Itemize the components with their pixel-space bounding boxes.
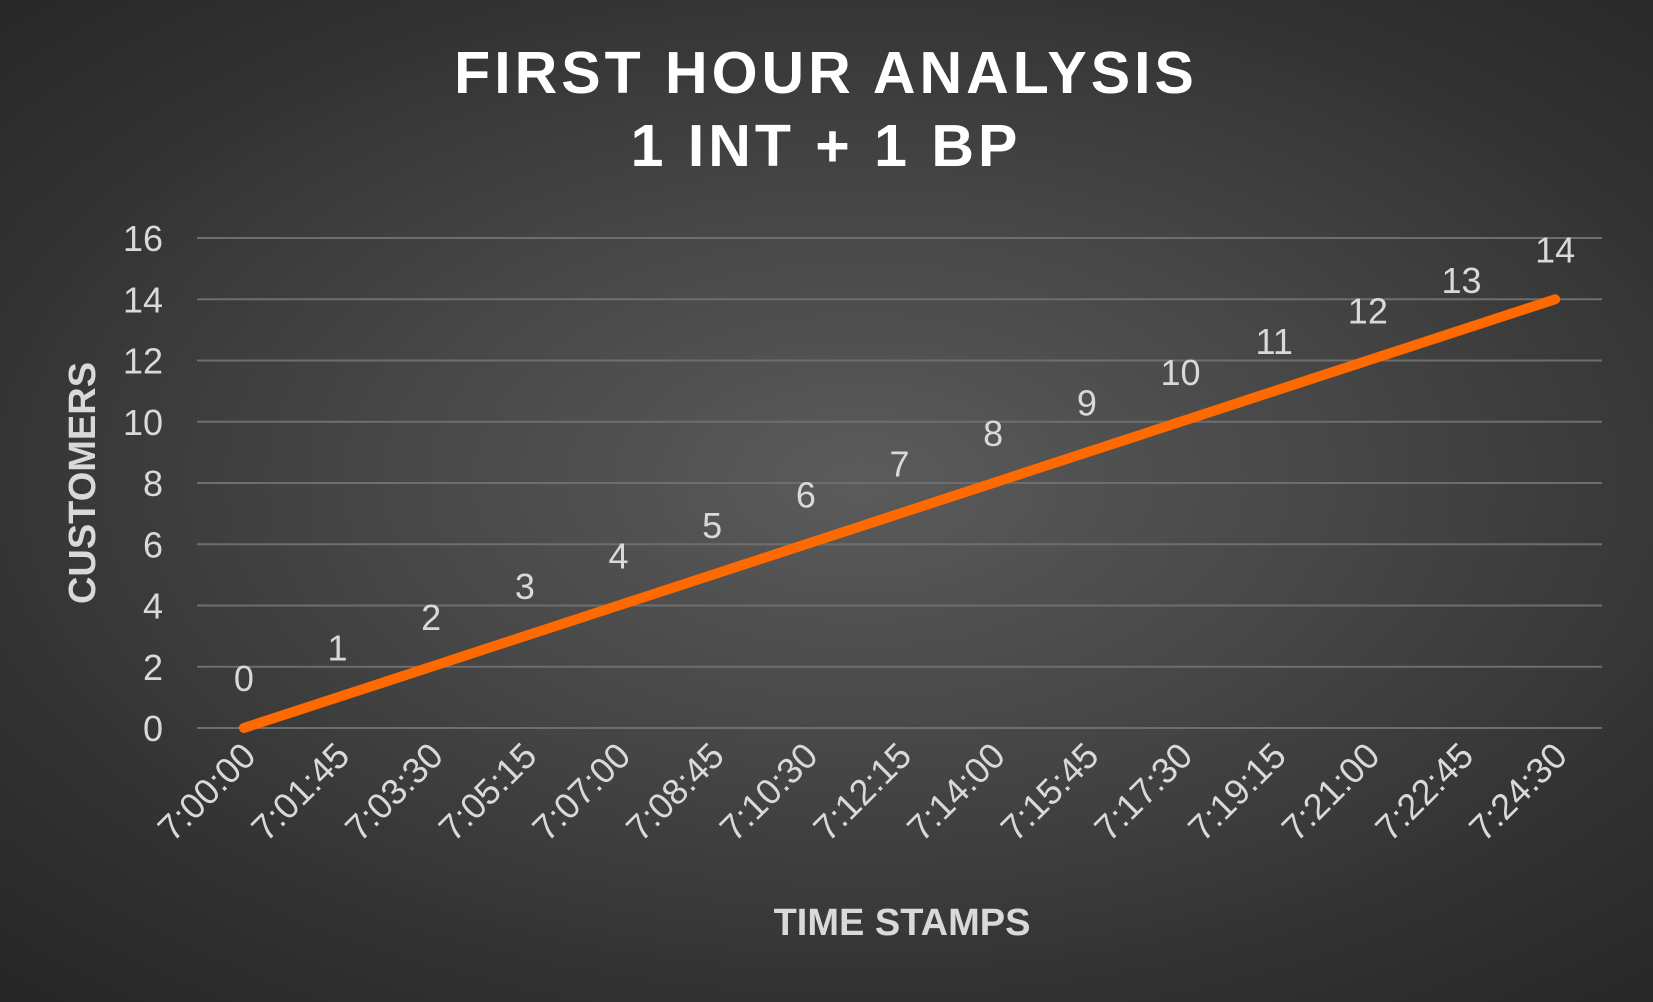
x-tick-label: 7:10:30 [712, 735, 826, 849]
x-tick-label: 7:14:00 [899, 735, 1013, 849]
x-tick-label: 7:17:30 [1086, 735, 1200, 849]
x-tick-label: 7:21:00 [1274, 735, 1388, 849]
data-label: 0 [234, 658, 254, 699]
x-axis-tick-labels: 7:00:007:01:457:03:307:05:157:07:007:08:… [150, 735, 1575, 849]
data-label: 13 [1441, 260, 1481, 301]
data-label: 12 [1348, 291, 1388, 332]
data-label: 8 [983, 413, 1003, 454]
x-tick-label: 7:07:00 [524, 735, 638, 849]
series-line [238, 294, 1561, 733]
x-tick-label: 7:24:30 [1461, 735, 1575, 849]
y-axis-title: CUSTOMERS [62, 362, 104, 604]
y-tick-label: 6 [143, 524, 163, 565]
y-tick-label: 4 [143, 586, 163, 627]
x-tick-label: 7:22:45 [1367, 735, 1481, 849]
y-tick-label: 10 [123, 402, 163, 443]
y-axis-tick-labels: 0 2 4 6 8 10 12 14 16 [123, 218, 163, 749]
chart-title-line-1: FIRST HOUR ANALYSIS [454, 40, 1198, 106]
x-tick-label: 7:05:15 [431, 735, 545, 849]
data-label: 2 [421, 597, 441, 638]
x-tick-label: 7:12:15 [805, 735, 919, 849]
data-label: 1 [327, 627, 347, 668]
y-tick-label: 0 [143, 708, 163, 749]
data-label: 10 [1160, 352, 1200, 393]
y-tick-label: 16 [123, 218, 163, 259]
x-tick-label: 7:01:45 [243, 735, 357, 849]
data-label: 6 [796, 474, 816, 515]
y-tick-label: 8 [143, 463, 163, 504]
data-label: 5 [702, 505, 722, 546]
x-tick-label: 7:00:00 [150, 735, 264, 849]
data-label: 7 [889, 444, 909, 485]
data-label: 11 [1255, 321, 1292, 362]
y-tick-label: 14 [123, 279, 163, 320]
x-tick-label: 7:03:30 [337, 735, 451, 849]
x-tick-label: 7:15:45 [993, 735, 1107, 849]
y-tick-label: 12 [123, 341, 163, 382]
data-label: 3 [515, 566, 535, 607]
chart-title: FIRST HOUR ANALYSIS 1 INT + 1 BP [454, 40, 1198, 179]
chart-title-line-2: 1 INT + 1 BP [631, 113, 1022, 179]
data-label: 14 [1535, 229, 1575, 270]
x-axis-title: TIME STAMPS [774, 902, 1031, 944]
data-label: 9 [1077, 382, 1097, 423]
x-tick-label: 7:08:45 [618, 735, 732, 849]
y-tick-label: 2 [143, 647, 163, 688]
series-group [238, 294, 1561, 733]
data-label: 4 [608, 536, 628, 577]
x-tick-label: 7:19:15 [1180, 735, 1294, 849]
